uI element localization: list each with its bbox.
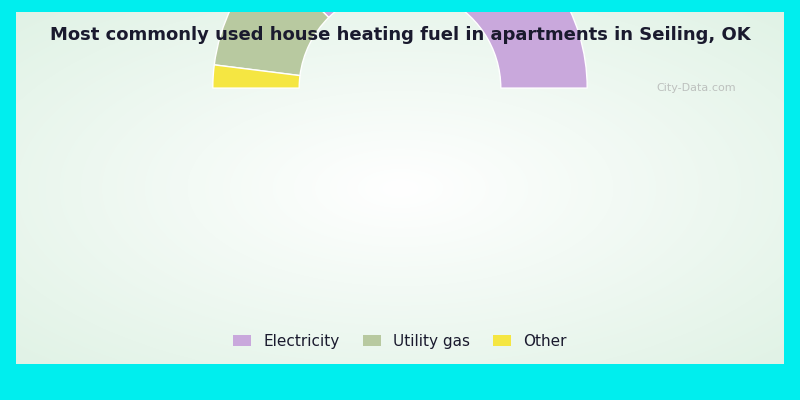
Wedge shape: [268, 0, 587, 88]
Wedge shape: [214, 0, 329, 76]
Legend: Electricity, Utility gas, Other: Electricity, Utility gas, Other: [226, 326, 574, 356]
Text: City-Data.com: City-Data.com: [656, 83, 736, 93]
Text: Most commonly used house heating fuel in apartments in Seiling, OK: Most commonly used house heating fuel in…: [50, 26, 750, 44]
Wedge shape: [213, 65, 300, 88]
